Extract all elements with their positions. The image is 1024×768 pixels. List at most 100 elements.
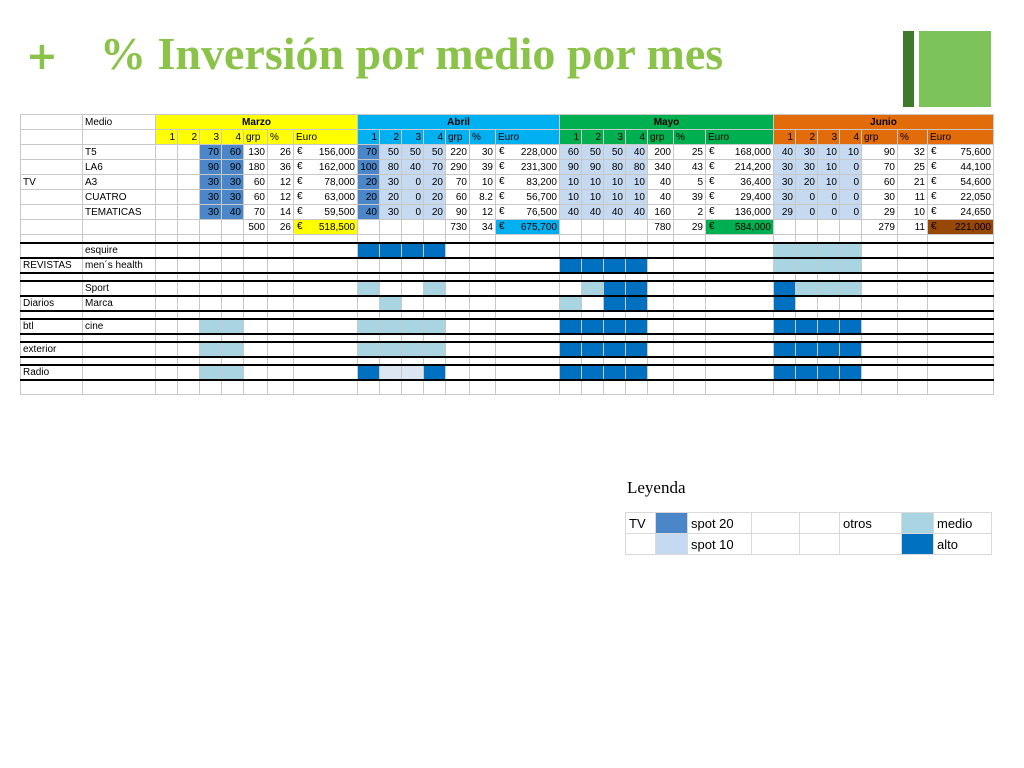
week-3-cell: 10 xyxy=(817,144,840,160)
cell xyxy=(293,356,358,365)
euro-cell xyxy=(495,294,560,312)
week-label: 2 xyxy=(795,129,818,145)
week-1-cell xyxy=(773,294,796,312)
week-4-cell xyxy=(839,279,862,297)
week-4-cell xyxy=(423,241,446,259)
week-2-cell xyxy=(795,363,818,381)
currency-symbol: € xyxy=(297,146,303,157)
cell xyxy=(817,234,840,243)
cell xyxy=(897,234,928,243)
euro-cell: €54,600 xyxy=(927,174,994,190)
sub-header-row: 1 2 3 4 grp% Euro 1 2 3 4 grp% Euro 1 2 3 4 grp% Euro 1 2 3 4… xyxy=(20,129,994,145)
cell xyxy=(82,219,156,235)
euro-value: 156,000 xyxy=(318,146,355,158)
week-label: 3 xyxy=(199,129,222,145)
cell xyxy=(603,272,626,281)
group-label xyxy=(20,204,83,220)
week-label: 2 xyxy=(581,129,604,145)
week-2-cell xyxy=(177,174,200,190)
euro-cell xyxy=(927,256,994,274)
week-2-cell: 0 xyxy=(795,204,818,220)
legend-cell xyxy=(625,533,656,555)
euro-value: 231,300 xyxy=(520,161,557,173)
tv-row: TEMATICAS 30 40 70 14 €59,500 40 30 0 20 90 12 €76,5… xyxy=(20,204,994,220)
week-2-cell xyxy=(177,340,200,358)
cell xyxy=(495,356,560,365)
cell xyxy=(625,310,648,319)
euro-cell: €228,000 xyxy=(495,144,560,160)
grp-cell xyxy=(445,294,470,312)
week-1-cell xyxy=(357,317,380,335)
grp-header: grp xyxy=(647,129,674,145)
week-1-cell xyxy=(155,294,178,312)
legend-otros-label: otros xyxy=(839,512,902,534)
currency-symbol: € xyxy=(931,146,937,157)
week-label: 4 xyxy=(221,129,244,145)
cell xyxy=(82,379,156,395)
week-4-cell: 10 xyxy=(625,174,648,190)
cell xyxy=(839,310,862,319)
week-4-cell: 0 xyxy=(839,189,862,205)
item-label xyxy=(82,363,156,381)
cell xyxy=(559,379,582,395)
week-1-cell xyxy=(155,279,178,297)
cell xyxy=(927,234,994,243)
week-2-cell: 30 xyxy=(379,174,402,190)
grp-cell xyxy=(861,363,898,381)
cell xyxy=(861,234,898,243)
euro-cell xyxy=(927,317,994,335)
cell xyxy=(243,310,268,319)
week-2-cell: 20 xyxy=(379,189,402,205)
grp-cell xyxy=(861,256,898,274)
pct-cell xyxy=(469,241,496,259)
cell xyxy=(673,333,706,342)
euro-cell: €136,000 xyxy=(705,204,774,220)
week-1-cell: 60 xyxy=(559,144,582,160)
euro-value: 78,000 xyxy=(324,176,355,188)
week-3-cell xyxy=(603,256,626,274)
week-1-cell: 30 xyxy=(773,174,796,190)
week-label: 4 xyxy=(423,129,446,145)
currency-symbol: € xyxy=(709,161,715,172)
cell xyxy=(673,272,706,281)
week-3-cell: 0 xyxy=(401,189,424,205)
week-2-cell: 80 xyxy=(379,159,402,175)
cell xyxy=(495,310,560,319)
cell xyxy=(897,272,928,281)
week-1-cell: 40 xyxy=(773,144,796,160)
cell xyxy=(221,333,244,342)
week-3-cell: 50 xyxy=(603,144,626,160)
cell xyxy=(647,310,674,319)
week-label: 2 xyxy=(177,129,200,145)
cell xyxy=(445,356,470,365)
week-2-cell xyxy=(177,294,200,312)
cell xyxy=(861,272,898,281)
cell xyxy=(469,356,496,365)
week-4-cell xyxy=(423,294,446,312)
week-4-cell xyxy=(839,256,862,274)
euro-cell: €24,650 xyxy=(927,204,994,220)
cell xyxy=(861,379,898,395)
week-3-cell: 40 xyxy=(401,159,424,175)
week-4-cell: 80 xyxy=(625,159,648,175)
cell xyxy=(897,356,928,365)
pct-cell: 30 xyxy=(469,144,496,160)
week-3-cell: 0 xyxy=(817,204,840,220)
legend-cell xyxy=(799,512,840,534)
week-2-cell xyxy=(795,241,818,259)
cell xyxy=(177,219,200,235)
cell xyxy=(357,219,380,235)
week-4-cell: 40 xyxy=(625,144,648,160)
decorative-bar-dark xyxy=(903,31,914,107)
euro-value: 136,000 xyxy=(734,206,771,218)
euro-value: 675,700 xyxy=(520,221,557,233)
currency-symbol: € xyxy=(499,161,505,172)
week-2-cell xyxy=(795,279,818,297)
euro-cell xyxy=(495,279,560,297)
grp-cell xyxy=(243,363,268,381)
spacer-row xyxy=(20,310,994,319)
euro-cell xyxy=(495,317,560,335)
week-label: 2 xyxy=(379,129,402,145)
euro-cell xyxy=(293,294,358,312)
week-1-cell: 100 xyxy=(357,159,380,175)
